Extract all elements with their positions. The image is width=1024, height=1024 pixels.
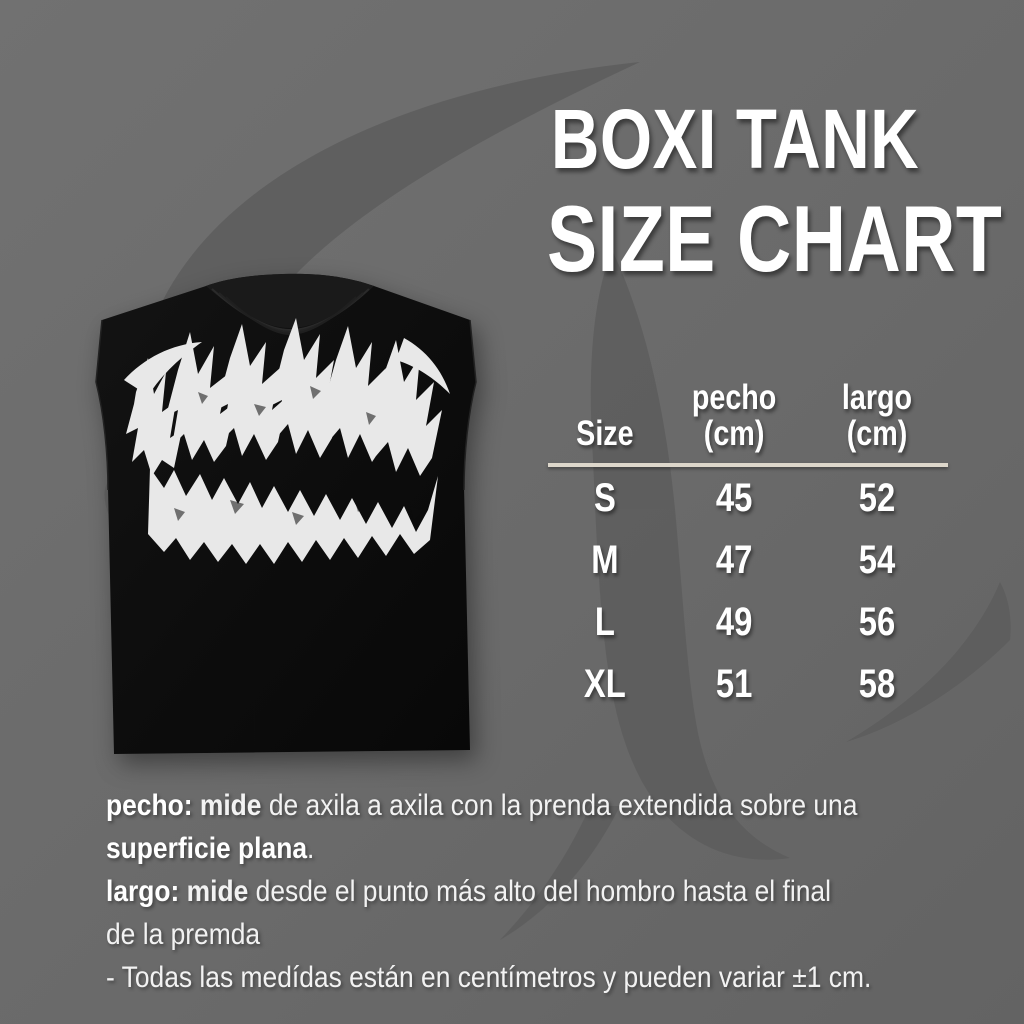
note-pecho: pecho: mide de axila a axila con la pren… xyxy=(106,784,858,827)
cell-pecho: 47 xyxy=(715,538,753,583)
note-largo-cont: de la premda xyxy=(106,918,261,951)
cell-largo: 58 xyxy=(858,662,896,707)
size-table: Size pecho (cm) largo (cm) xyxy=(548,380,948,715)
table-row: M 47 54 xyxy=(548,529,948,591)
product-image xyxy=(78,262,508,772)
gothic-logo-graphic xyxy=(124,318,450,564)
table-row: XL 51 58 xyxy=(548,653,948,715)
note-largo: largo: mide desde el punto más alto del … xyxy=(106,870,854,913)
cell-largo: 56 xyxy=(858,600,896,645)
size-table-container: Size pecho (cm) largo (cm) xyxy=(548,380,948,715)
cell-pecho: 49 xyxy=(715,600,753,645)
note-pecho-text: de axila a axila con la prenda extendida… xyxy=(261,789,858,822)
note-pecho-cont: superficie plana. xyxy=(106,827,854,870)
cell-size: L xyxy=(594,600,615,645)
table-divider-row xyxy=(548,457,948,468)
cell-pecho: 51 xyxy=(715,662,753,707)
table-divider xyxy=(548,463,948,468)
measurement-notes: pecho: mide de axila a axila con la pren… xyxy=(106,784,956,999)
title-line-2: SIZE CHART xyxy=(547,185,1003,291)
note-tolerance: - Todas las medídas están en centímetros… xyxy=(106,961,872,994)
tank-top-illustration xyxy=(95,273,477,754)
col-header-largo: largo (cm) xyxy=(841,378,913,453)
note-surface-rest: . xyxy=(307,832,315,865)
cell-largo: 54 xyxy=(858,538,896,583)
note-largo-text: desde el punto más alto del hombro hasta… xyxy=(248,875,831,908)
note-pecho-label: pecho: xyxy=(106,789,193,822)
chart-title: BOXI TANK SIZE CHART xyxy=(500,92,1003,291)
note-surface-bold: superficie plana xyxy=(106,832,308,865)
col-header-pecho: pecho (cm) xyxy=(691,378,777,453)
title-line-1: BOXI TANK xyxy=(550,92,920,186)
col-header-size: Size xyxy=(576,413,634,453)
table-row: S 45 52 xyxy=(548,467,948,529)
cell-pecho: 45 xyxy=(715,476,753,521)
table-row: L 49 56 xyxy=(548,591,948,653)
note-largo-label: largo: xyxy=(106,875,180,908)
note-pecho-verb: mide xyxy=(192,789,262,822)
cell-size: S xyxy=(593,476,616,521)
cell-size: M xyxy=(591,538,619,583)
cell-largo: 52 xyxy=(858,476,896,521)
table-header-row: Size pecho (cm) largo (cm) xyxy=(548,380,948,457)
note-largo-verb: mide xyxy=(179,875,249,908)
cell-size: XL xyxy=(583,662,626,707)
